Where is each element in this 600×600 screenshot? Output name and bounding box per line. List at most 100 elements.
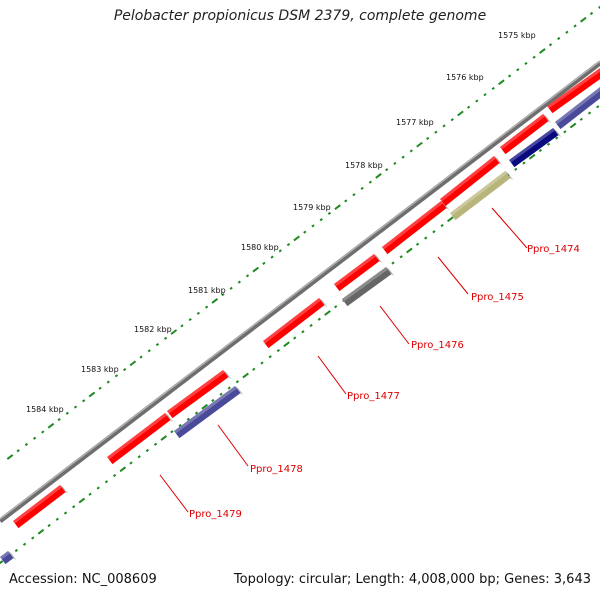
gene-rev-top[interactable] xyxy=(555,87,600,130)
tick-mark xyxy=(204,305,209,309)
tick-mark xyxy=(401,155,405,159)
tick-mark xyxy=(72,505,76,509)
tick-mark xyxy=(565,30,569,34)
tick-mark xyxy=(334,204,341,210)
tick-mark xyxy=(186,417,190,421)
tick-mark xyxy=(524,61,528,66)
tick-mark xyxy=(569,122,577,129)
kbp-label: 1584 kbp xyxy=(26,405,64,414)
tick-mark xyxy=(104,480,109,484)
tick-mark xyxy=(498,79,505,86)
genome-summary: Topology: circular; Length: 4,008,000 bp… xyxy=(233,572,591,587)
tick-mark xyxy=(194,411,199,415)
tick-mark xyxy=(145,448,150,453)
tick-mark xyxy=(260,361,264,365)
tick-mark xyxy=(211,398,215,403)
tick-mark xyxy=(57,417,61,422)
tick-mark xyxy=(548,43,553,47)
tick-mark xyxy=(557,36,561,41)
tick-mark xyxy=(32,436,37,440)
tick-mark xyxy=(155,342,160,347)
tick-mark xyxy=(426,136,430,141)
tick-mark xyxy=(242,372,249,379)
tick-mark xyxy=(170,430,174,434)
gene-fwd-top[interactable] xyxy=(547,68,600,114)
tick-mark xyxy=(6,454,14,460)
tick-mark xyxy=(47,523,51,528)
tick-mark xyxy=(229,286,233,290)
tick-mark xyxy=(180,324,184,328)
tick-mark xyxy=(491,86,495,91)
gene-label[interactable]: Ppro_1477 xyxy=(347,391,400,402)
tick-mark xyxy=(188,317,192,322)
gene-Ppro_1478-fwd-b[interactable] xyxy=(167,370,232,419)
tick-mark xyxy=(391,261,395,265)
kbp-label: 1581 kbp xyxy=(188,286,226,295)
tick-mark xyxy=(73,405,78,409)
tick-mark xyxy=(539,48,546,54)
tick-mark xyxy=(442,124,446,128)
tick-mark xyxy=(252,266,260,273)
gene-Ppro_1478[interactable] xyxy=(174,386,244,439)
tick-mark xyxy=(399,255,403,259)
tick-mark xyxy=(324,310,331,316)
tick-mark xyxy=(352,193,356,197)
leader-line xyxy=(217,424,249,467)
gene-rev-navy[interactable] xyxy=(509,128,562,168)
gene-Ppro_1478-fwd[interactable] xyxy=(107,413,174,465)
gene-label[interactable]: Ppro_1479 xyxy=(189,509,242,520)
gene-label[interactable]: Ppro_1475 xyxy=(471,292,524,303)
tick-mark xyxy=(270,255,274,259)
tick-mark xyxy=(319,218,323,222)
leader-line xyxy=(379,305,410,345)
tick-mark xyxy=(201,403,208,410)
gene-Ppro_1476-fwd[interactable] xyxy=(334,254,383,292)
leader-line xyxy=(317,355,347,395)
label-layer: Ppro_1474 Ppro_1475 Ppro_1476 Ppro_1477 Ppro… xyxy=(189,244,580,520)
gene-Ppro_1476[interactable] xyxy=(342,267,395,307)
tick-mark xyxy=(327,211,332,215)
tick-mark xyxy=(303,230,307,234)
tick-mark xyxy=(555,136,559,140)
leader-line xyxy=(437,256,469,295)
tick-mark xyxy=(119,466,127,473)
gene-Ppro_1479[interactable] xyxy=(13,485,69,529)
tick-mark xyxy=(514,167,518,171)
accession-text: Accession: NC_008609 xyxy=(9,572,157,587)
leader-line xyxy=(491,207,528,249)
gene-label[interactable]: Ppro_1478 xyxy=(250,464,303,475)
gene-label[interactable]: Ppro_1474 xyxy=(527,244,580,255)
tick-mark xyxy=(37,528,45,535)
gene-Ppro_1477[interactable] xyxy=(263,298,328,349)
gene-Ppro_1475[interactable] xyxy=(382,201,450,255)
tick-mark xyxy=(262,261,266,265)
tick-mark xyxy=(88,391,96,398)
tick-mark xyxy=(301,330,305,334)
backbone-layer xyxy=(0,60,600,523)
tick-mark xyxy=(276,348,281,353)
tick-mark xyxy=(114,374,119,378)
tick-mark xyxy=(409,149,413,153)
kbp-label: 1576 kbp xyxy=(446,73,484,82)
tick-mark xyxy=(432,230,436,234)
tick-mark xyxy=(0,560,4,565)
gene-Ppro_1474-fwd[interactable] xyxy=(440,156,503,207)
tick-mark xyxy=(221,293,225,297)
tick-mark xyxy=(375,173,382,179)
tick-mark xyxy=(160,435,168,441)
tick-mark xyxy=(178,423,182,428)
gene-rev-edge[interactable] xyxy=(0,551,17,565)
tick-mark xyxy=(344,199,348,203)
tick-mark xyxy=(528,153,536,160)
gene-fwd-upper[interactable] xyxy=(500,114,552,155)
tick-mark xyxy=(196,311,201,315)
gene-label[interactable]: Ppro_1476 xyxy=(411,340,464,351)
tick-mark xyxy=(211,297,219,304)
tick-mark xyxy=(483,93,487,97)
tick-mark xyxy=(450,118,454,122)
tick-mark xyxy=(112,473,117,478)
kbp-label: 1577 kbp xyxy=(396,118,434,127)
gene-Ppro_1474[interactable] xyxy=(450,171,514,221)
tick-mark xyxy=(416,141,423,148)
tick-mark xyxy=(129,360,137,367)
